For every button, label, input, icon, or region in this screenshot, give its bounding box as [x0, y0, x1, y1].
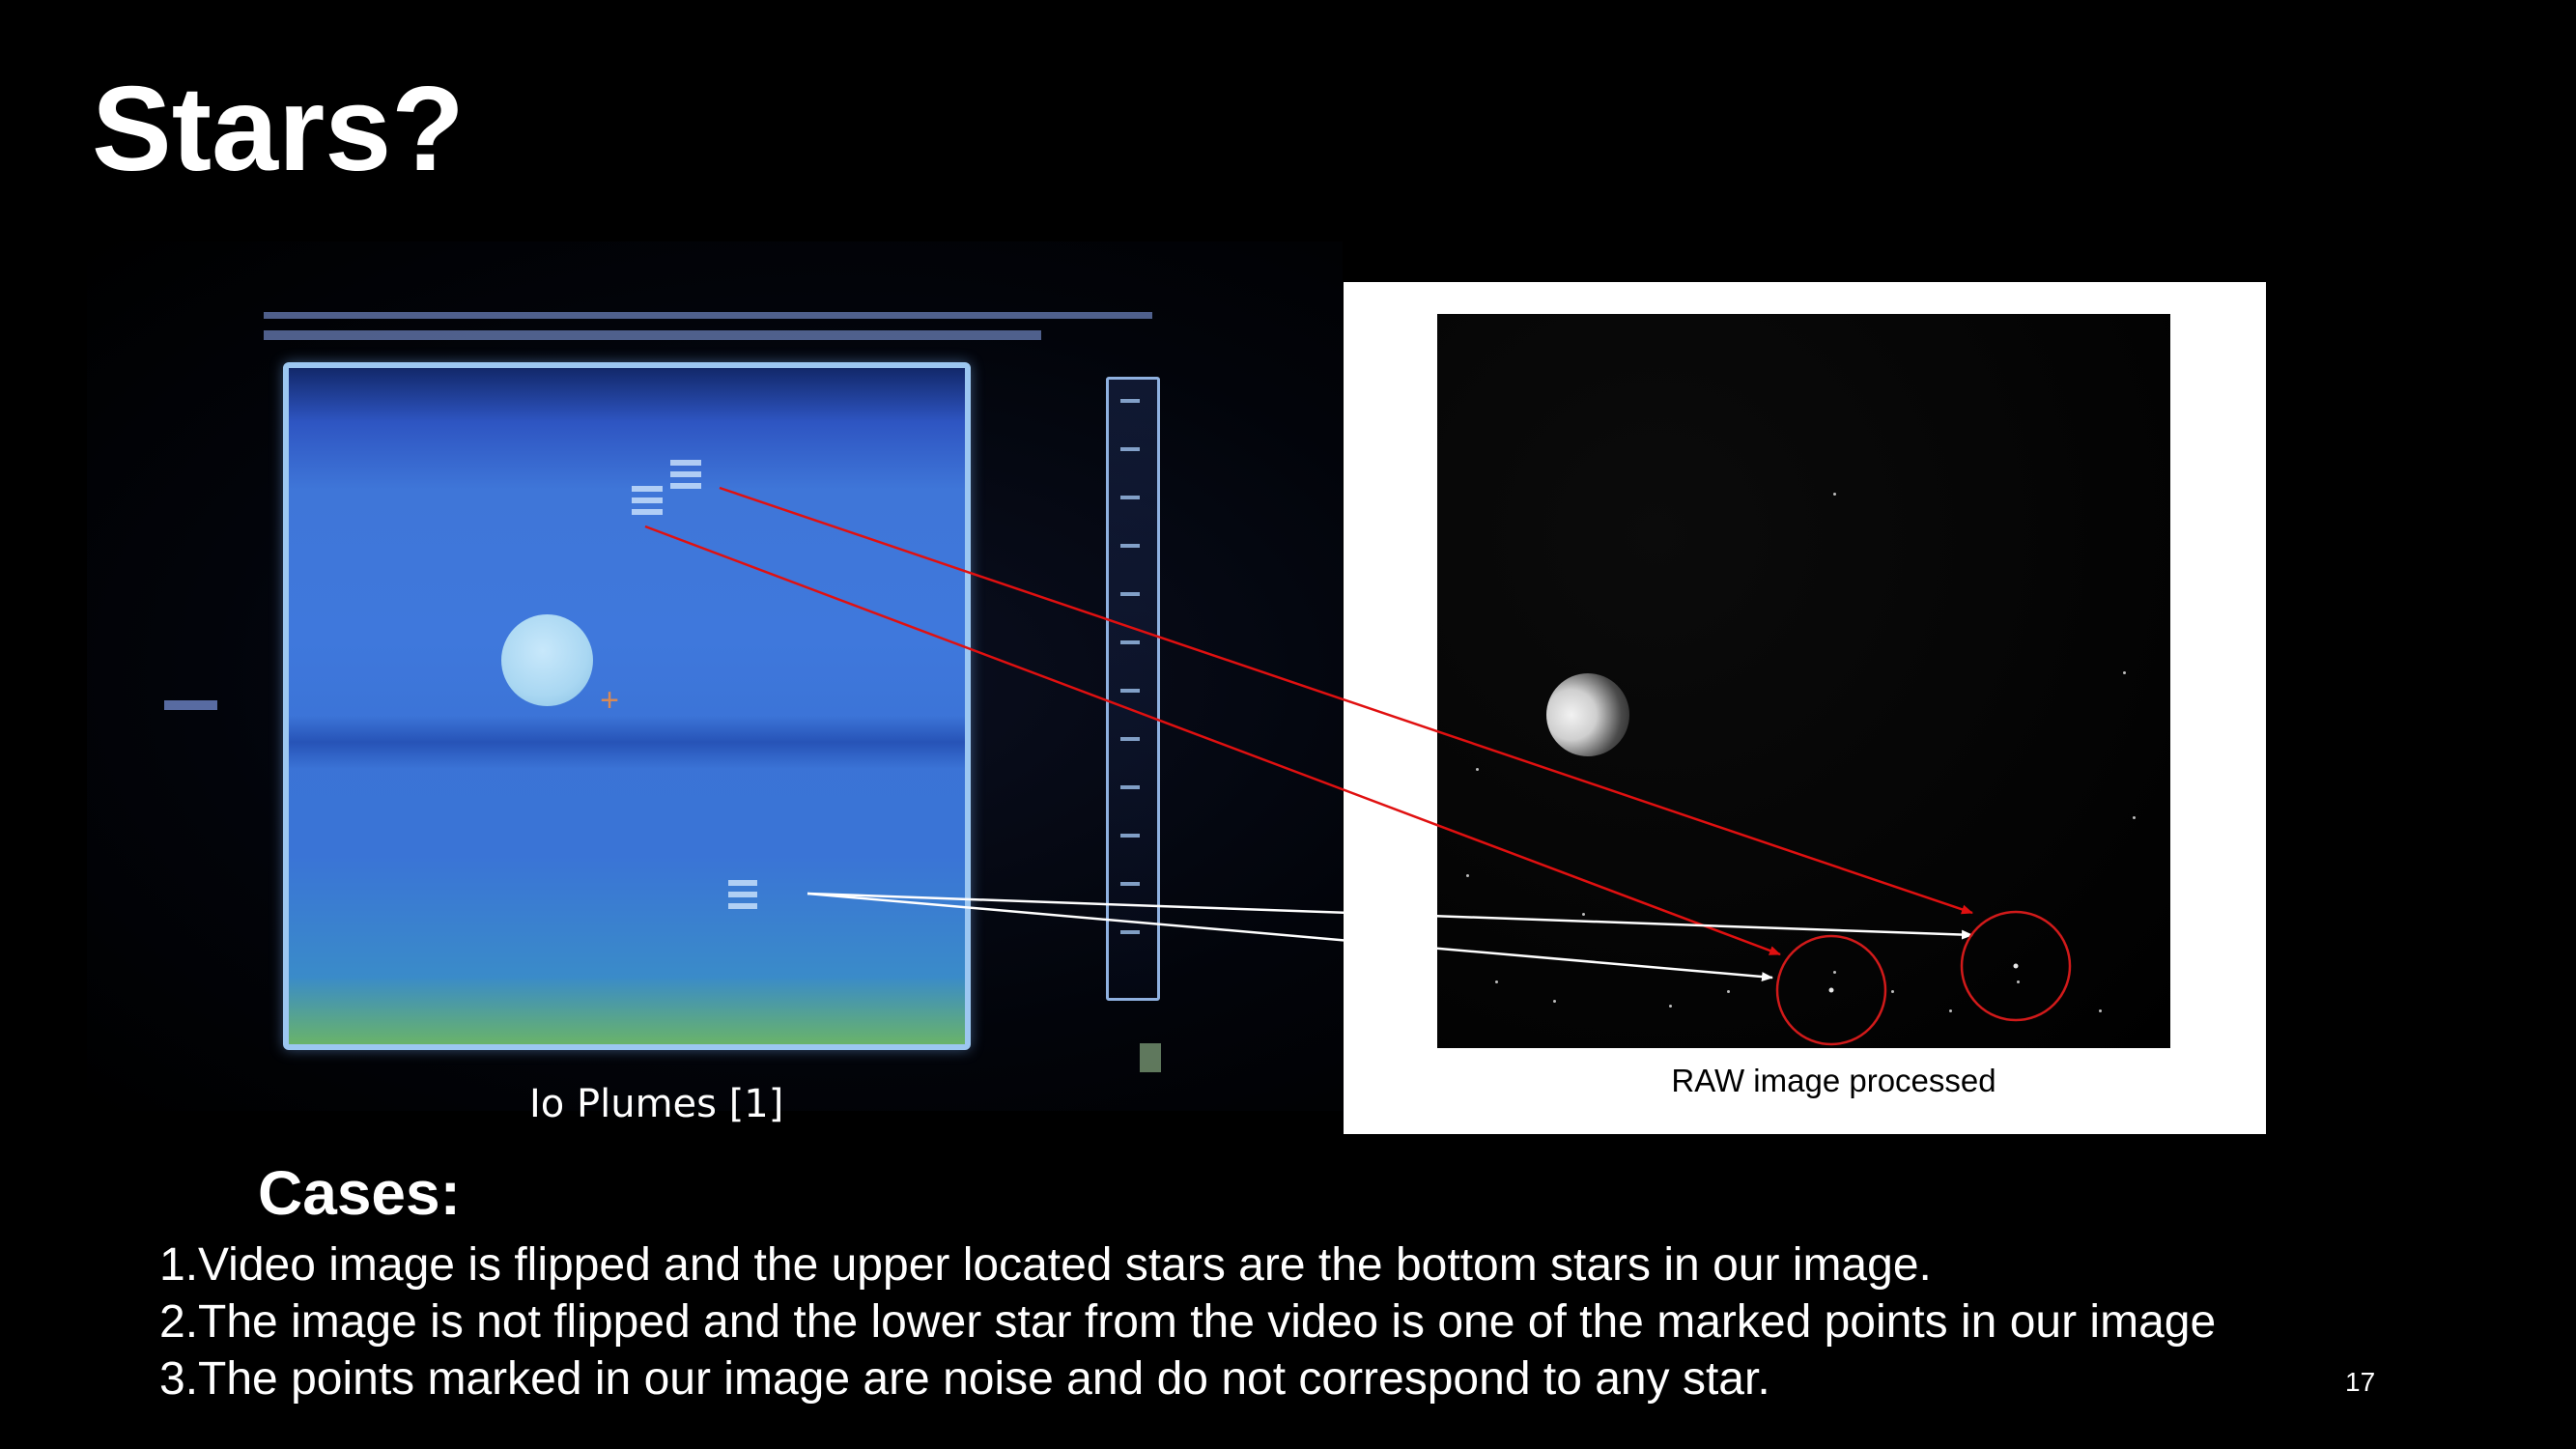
video-header-text-row-1	[264, 312, 1152, 319]
slide-title: Stars?	[92, 63, 465, 196]
video-band	[289, 716, 965, 769]
video-caption: Io Plumes [1]	[529, 1082, 784, 1126]
raw-processed-image	[1437, 314, 2170, 1048]
star-marker-upper-right	[670, 460, 701, 489]
case-item: 2.The image is not flipped and the lower…	[159, 1296, 2217, 1348]
cases-list: 1.Video image is flipped and the upper l…	[159, 1236, 2216, 1407]
page-number: 17	[2345, 1367, 2376, 1397]
scale-bar-footer	[1140, 1043, 1161, 1072]
video-scale-bar	[1106, 377, 1160, 1001]
star-marker-upper-left	[632, 486, 663, 515]
video-screen: +	[283, 362, 971, 1050]
io-plumes-video-image: +	[87, 242, 1343, 1111]
crosshair-icon: +	[600, 682, 619, 719]
raw-image-frame: RAW image processed	[1344, 282, 2266, 1134]
video-header-text-row-2	[264, 330, 1041, 340]
cases-heading: Cases:	[258, 1158, 461, 1228]
raw-caption: RAW image processed	[1671, 1063, 1996, 1098]
case-item: 3.The points marked in our image are noi…	[159, 1353, 1770, 1405]
video-side-label	[164, 700, 217, 710]
io-disk	[501, 614, 593, 706]
io-crescent	[1546, 673, 1629, 756]
star-marker-lower	[728, 880, 757, 909]
case-item: 1.Video image is flipped and the upper l…	[159, 1239, 1932, 1291]
